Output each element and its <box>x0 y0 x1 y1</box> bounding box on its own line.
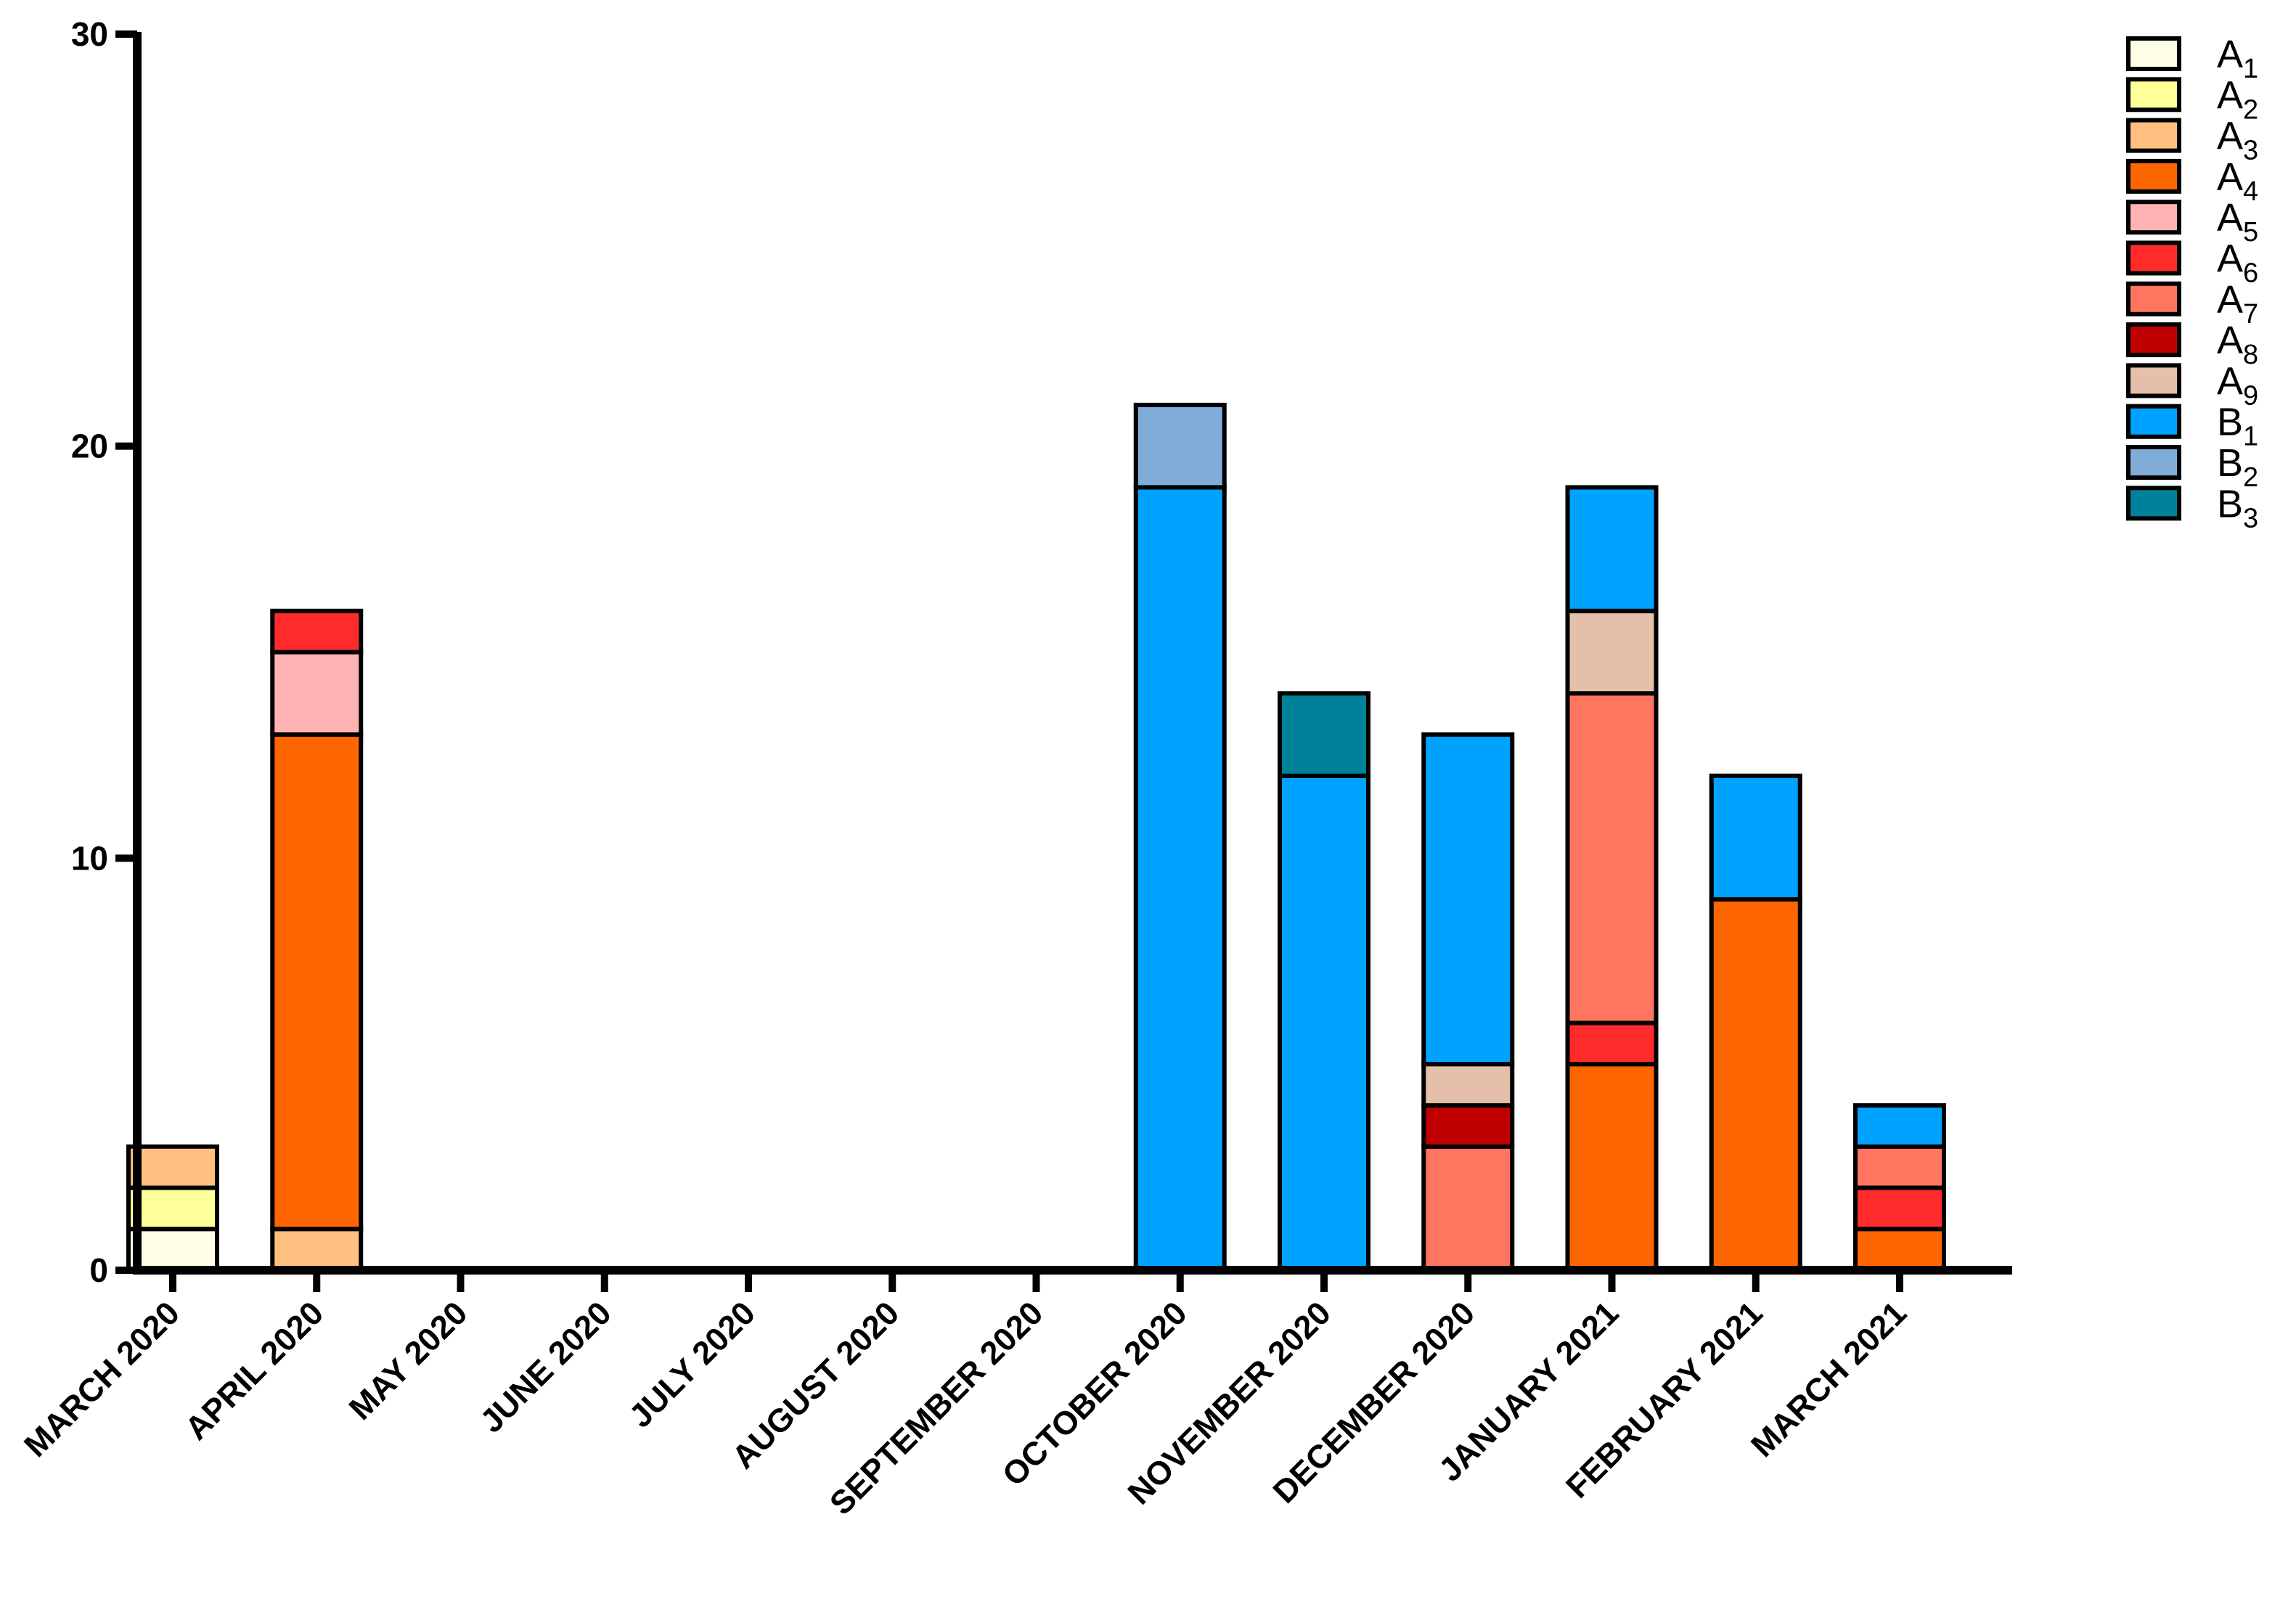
legend-swatch <box>2126 363 2181 398</box>
bar-segment-a4-13 <box>1853 1227 1946 1272</box>
legend-label: A4 <box>2217 155 2258 207</box>
legend-label: B3 <box>2217 482 2258 533</box>
legend-item-a9: A9 <box>2126 359 2258 411</box>
legend-item-a7: A7 <box>2126 278 2258 330</box>
y-tick-label: 0 <box>89 1251 108 1289</box>
legend-label: B1 <box>2217 401 2258 452</box>
legend-label: B2 <box>2217 441 2258 493</box>
legend-item-b1: B1 <box>2126 401 2258 452</box>
legend-label: A6 <box>2217 237 2258 289</box>
bar-segment-a2-1 <box>126 1185 219 1232</box>
x-tick-label: JULY 2020 <box>622 1294 763 1435</box>
bar-segment-a7-13 <box>1853 1144 1946 1190</box>
bar-segment-b1-9 <box>1278 773 1370 1273</box>
x-tick-label: JUNE 2020 <box>473 1294 618 1440</box>
bar-segment-b1-12 <box>1709 773 1802 902</box>
y-tick-label: 30 <box>71 15 108 53</box>
legend-item-a4: A4 <box>2126 155 2258 207</box>
legend-swatch <box>2126 404 2181 439</box>
legend-item-a5: A5 <box>2126 196 2258 248</box>
legend-item-b2: B2 <box>2126 441 2258 493</box>
legend-swatch <box>2126 36 2181 71</box>
legend-swatch <box>2126 118 2181 153</box>
legend-swatch <box>2126 158 2181 194</box>
x-tick-label: MAY 2020 <box>342 1294 475 1427</box>
bar-segment-a6-2 <box>270 608 364 655</box>
bar-segment-a9-11 <box>1565 608 1659 696</box>
legend-swatch <box>2126 240 2181 276</box>
legend-label: A9 <box>2217 359 2258 411</box>
bar-segment-b1-11 <box>1565 485 1659 613</box>
bar-segment-a3-2 <box>270 1227 364 1272</box>
bar-segment-b3-9 <box>1278 691 1370 778</box>
legend-label: A7 <box>2217 278 2258 330</box>
legend-swatch <box>2126 486 2181 521</box>
bar-segment-b2-8 <box>1133 402 1227 490</box>
bar-segment-a6-11 <box>1565 1021 1659 1067</box>
bar-segment-b1-13 <box>1853 1103 1946 1149</box>
y-tick-label: 20 <box>71 428 108 465</box>
legend-label: A2 <box>2217 73 2258 125</box>
y-tick-label: 10 <box>71 839 108 877</box>
legend-item-a2: A2 <box>2126 73 2258 125</box>
axes <box>133 32 2012 1275</box>
legend-item-b3: B3 <box>2126 482 2258 533</box>
legend-swatch <box>2126 281 2181 316</box>
bar-segment-a6-13 <box>1853 1185 1946 1232</box>
bar-segment-a5-2 <box>270 650 364 737</box>
bar-segment-a7-10 <box>1421 1144 1515 1272</box>
legend-swatch <box>2126 200 2181 235</box>
legend-label: A5 <box>2217 196 2258 248</box>
x-tick-label: APRIL 2020 <box>178 1294 331 1447</box>
legend-label: A8 <box>2217 319 2258 370</box>
legend-swatch <box>2126 77 2181 113</box>
bar-segment-a7-11 <box>1565 691 1659 1026</box>
bar-segment-a4-12 <box>1709 897 1802 1272</box>
bar-segment-a9-10 <box>1421 1062 1515 1108</box>
legend-label: A1 <box>2217 33 2258 84</box>
legend-item-a3: A3 <box>2126 115 2258 166</box>
bar-segment-b1-8 <box>1133 485 1227 1272</box>
legend-label: A3 <box>2217 115 2258 166</box>
bar-segment-a1-1 <box>126 1227 219 1272</box>
bar-segment-a8-10 <box>1421 1103 1515 1149</box>
legend-item-a1: A1 <box>2126 33 2258 84</box>
plot-area <box>126 402 1946 1273</box>
legend-item-a6: A6 <box>2126 237 2258 289</box>
bar-segment-a3-1 <box>126 1144 219 1190</box>
legend-item-a8: A8 <box>2126 319 2258 370</box>
legend-swatch <box>2126 445 2181 480</box>
legend-swatch <box>2126 322 2181 358</box>
bar-segment-a4-11 <box>1565 1062 1659 1272</box>
x-tick-label: MARCH 2021 <box>1744 1294 1913 1464</box>
x-tick-label: MARCH 2020 <box>17 1294 187 1464</box>
y-axis-ticks: 0 10 20 30 <box>71 15 137 1289</box>
bar-segment-b1-10 <box>1421 732 1515 1067</box>
bar-segment-a4-2 <box>270 732 364 1232</box>
